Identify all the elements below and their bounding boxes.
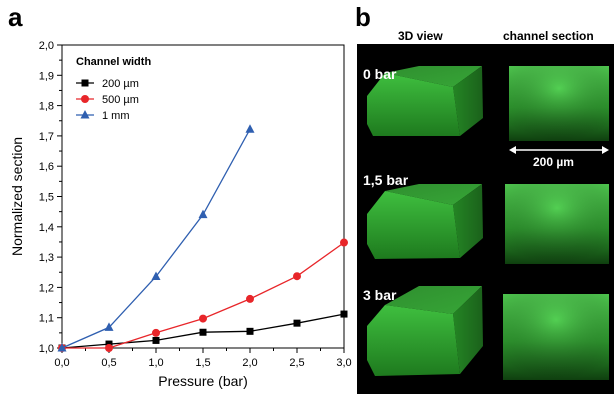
data-point-series-0 bbox=[199, 328, 207, 336]
data-point-series-2 bbox=[151, 271, 161, 280]
data-point-series-1 bbox=[152, 328, 160, 337]
microscopy-images bbox=[367, 66, 609, 380]
row-label-0bar: 0 bar bbox=[363, 66, 397, 82]
x-tick-label: 2,5 bbox=[289, 357, 304, 369]
y-tick-label: 1,9 bbox=[39, 70, 54, 82]
x-tick-label: 3,0 bbox=[336, 357, 351, 369]
row-label-1-5bar: 1,5 bar bbox=[363, 172, 409, 188]
x-tick-label: 0,5 bbox=[101, 357, 116, 369]
x-tick-label: 2,0 bbox=[242, 357, 257, 369]
legend-title: Channel width bbox=[76, 56, 151, 68]
x-tick-label: 1,5 bbox=[195, 357, 210, 369]
col-head-channel-section: channel section bbox=[503, 29, 594, 43]
section-3bar bbox=[503, 294, 609, 380]
legend-label-1: 500 µm bbox=[102, 94, 139, 106]
y-tick-label: 1,2 bbox=[39, 282, 54, 294]
block-3d-1-5bar bbox=[367, 184, 483, 259]
data-point-series-2 bbox=[104, 322, 114, 331]
microscopy-panel: 0 bar 1,5 bar 3 bar 200 µm bbox=[357, 44, 614, 394]
scale-bar-label: 200 µm bbox=[533, 155, 574, 169]
series-line-2 bbox=[61, 128, 251, 349]
row-label-3bar: 3 bar bbox=[363, 287, 397, 303]
data-point-series-2 bbox=[198, 209, 208, 219]
data-point-series-2 bbox=[57, 343, 67, 352]
y-tick-label: 1,0 bbox=[39, 343, 54, 355]
col-head-3d-view: 3D view bbox=[398, 29, 443, 43]
data-point-series-1 bbox=[105, 344, 113, 352]
x-axis-title: Pressure (bar) bbox=[158, 373, 247, 389]
data-point-series-0 bbox=[152, 336, 160, 344]
y-axis-title: Normalized section bbox=[9, 137, 25, 256]
data-point-series-1 bbox=[246, 294, 254, 303]
legend-marker-2 bbox=[80, 110, 90, 119]
x-tick-label: 1,0 bbox=[148, 357, 163, 369]
block-3d-0bar bbox=[367, 66, 483, 136]
block-3d-3bar bbox=[367, 286, 483, 376]
legend-marker-0 bbox=[81, 79, 89, 87]
scale-bar bbox=[509, 146, 609, 154]
data-point-series-2 bbox=[245, 124, 255, 133]
legend-label-0: 200 µm bbox=[102, 78, 139, 90]
data-point-series-0 bbox=[340, 310, 348, 318]
data-point-series-0 bbox=[246, 327, 254, 335]
section-1-5bar bbox=[505, 184, 609, 264]
y-tick-label: 1,4 bbox=[39, 222, 54, 234]
y-tick-label: 1,7 bbox=[39, 131, 54, 143]
y-tick-label: 1,1 bbox=[39, 313, 54, 325]
panel-b-letter: b bbox=[355, 2, 371, 32]
legend-label-2: 1 mm bbox=[102, 110, 130, 122]
data-point-series-0 bbox=[293, 319, 301, 327]
section-0bar bbox=[509, 66, 609, 141]
y-tick-label: 1,5 bbox=[39, 192, 54, 204]
x-tick-label: 0,0 bbox=[54, 357, 69, 369]
y-tick-label: 1,6 bbox=[39, 161, 54, 173]
y-tick-label: 1,8 bbox=[39, 101, 54, 113]
data-point-series-1 bbox=[340, 238, 348, 247]
plot-frame bbox=[61, 44, 345, 349]
y-tick-label: 2,0 bbox=[39, 40, 54, 52]
y-tick-label: 1,3 bbox=[39, 252, 54, 264]
pressure-section-chart: 0,0 0,5 1,0 1,5 2,0 2,5 3,0 1,0 1,1 1,2 1,3 1,4 1,5 1… bbox=[9, 40, 352, 389]
panel-a-letter: a bbox=[8, 2, 23, 32]
legend-marker-1 bbox=[81, 95, 89, 103]
data-point-series-1 bbox=[293, 272, 301, 281]
data-point-series-1 bbox=[199, 314, 207, 323]
